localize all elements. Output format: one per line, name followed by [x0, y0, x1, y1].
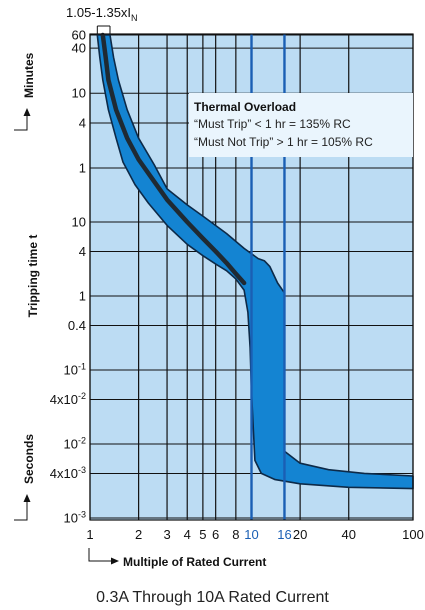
y-tick-label: 1: [79, 289, 86, 304]
thermal-overload-box: [189, 93, 413, 157]
x-tick-label: 5: [199, 527, 206, 542]
y-tick-label: 10: [72, 215, 86, 230]
current-range-label: 1.05-1.35xIN: [66, 5, 138, 23]
x-axis-title: Multiple of Rated Current: [123, 555, 266, 569]
x-axis-arrow-head: [111, 557, 119, 565]
y-axis-title: Tripping time t: [26, 235, 40, 318]
x-tick-label: 3: [163, 527, 170, 542]
x-tick-label: 100: [402, 527, 424, 542]
y-tick-label: 10: [72, 86, 86, 101]
minutes-arrow-head: [23, 108, 31, 116]
x-tick-label: 16: [277, 527, 291, 542]
y-tick-label: 4: [79, 115, 86, 130]
chart-caption: 0.3A Through 10A Rated Current: [96, 589, 329, 606]
y-tick-label: 1: [79, 161, 86, 176]
y-tick-label: 10-2: [64, 436, 86, 452]
plot-frame: [89, 33, 414, 521]
annotation-title: Thermal Overload: [194, 100, 296, 114]
trip-band: [96, 34, 414, 490]
minutes-label: Minutes: [22, 52, 36, 98]
y-tick-label: 4x10-3: [50, 465, 86, 481]
annotation-must-not-trip: “Must Not Trip” > 1 hr = 105% RC: [194, 135, 373, 149]
x-tick-label: 6: [212, 527, 219, 542]
x-tick-label: 2: [135, 527, 142, 542]
y-tick-label: 4: [79, 244, 86, 259]
x-tick-label: 4: [184, 527, 191, 542]
x-tick-label: 40: [341, 527, 355, 542]
y-tick-label: 4x10-2: [50, 391, 86, 407]
annotation-must-trip: “Must Trip” < 1 hr = 135% RC: [194, 117, 351, 131]
seconds-arrow: [14, 500, 28, 521]
seconds-label: Seconds: [22, 434, 36, 484]
x-tick-label: 10: [244, 527, 258, 542]
minutes-arrow: [14, 114, 28, 131]
x-axis-arrow: [88, 548, 113, 562]
x-tick-label: 8: [232, 527, 239, 542]
y-tick-label: 10-3: [64, 510, 86, 526]
y-tick-label: 0.4: [68, 318, 86, 333]
nominal-trip-curve: [100, 32, 247, 286]
y-tick-label: 40: [72, 41, 86, 56]
y-tick-label: 10-1: [64, 362, 86, 378]
x-tick-label: 1: [86, 527, 93, 542]
y-tick-label: 60: [72, 28, 86, 43]
seconds-arrow-head: [23, 494, 31, 502]
x-tick-label: 20: [293, 527, 307, 542]
